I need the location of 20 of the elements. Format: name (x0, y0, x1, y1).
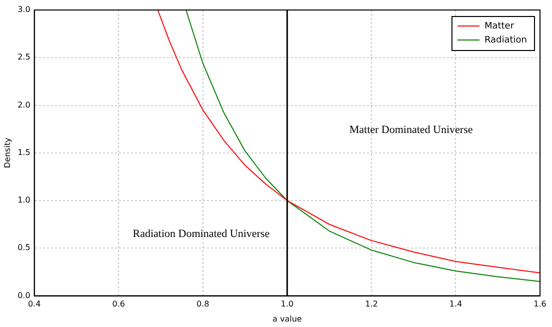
legend-label: Radiation (484, 35, 528, 46)
y-tick-label: 1.5 (18, 148, 30, 157)
y-tick-label: 3.0 (18, 5, 30, 14)
y-tick-label: 1.0 (18, 196, 30, 205)
annotation: Radiation Dominated Universe (132, 228, 270, 240)
x-tick-label: 0.8 (196, 300, 210, 309)
y-tick-label: 0.5 (18, 243, 30, 252)
x-tick-label: 1.2 (365, 300, 378, 309)
x-tick-label: 0.6 (112, 300, 125, 309)
annotation: Matter Dominated Universe (349, 124, 473, 136)
y-tick-label: 2.5 (18, 52, 30, 62)
x-tick-label: 1.4 (449, 300, 462, 309)
x-axis-title: a value (272, 314, 302, 324)
x-tick-label: 0.4 (28, 300, 41, 309)
legend-label: Matter (484, 21, 514, 32)
y-tick-label: 0.0 (18, 290, 30, 300)
x-tick-label: 1.0 (280, 300, 294, 309)
x-tick-label: 1.6 (534, 300, 546, 309)
y-axis-title: Density (2, 137, 12, 168)
y-tick-label: 2.0 (18, 100, 30, 110)
